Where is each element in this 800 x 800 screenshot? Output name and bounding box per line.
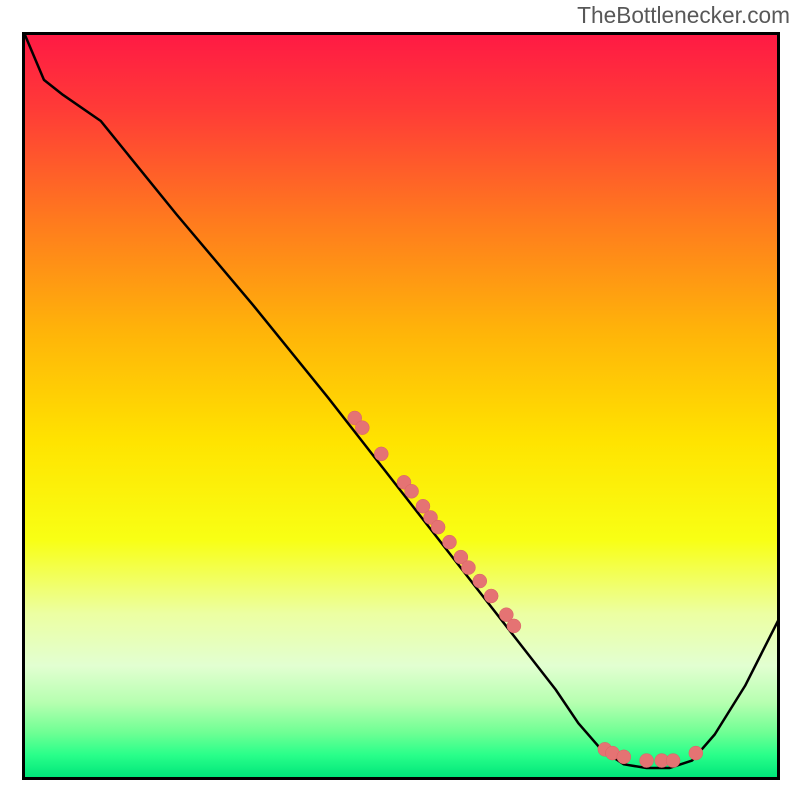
plot-svg <box>25 35 780 780</box>
data-marker <box>442 535 456 549</box>
plot-area <box>22 32 780 780</box>
attribution-label: TheBottlenecker.com <box>577 2 790 29</box>
data-marker <box>617 750 631 764</box>
data-marker <box>374 447 388 461</box>
data-marker <box>355 421 369 435</box>
data-marker <box>666 754 680 768</box>
data-marker <box>431 520 445 534</box>
chart-root: TheBottlenecker.com <box>0 0 800 800</box>
data-marker <box>484 589 498 603</box>
data-marker <box>473 574 487 588</box>
data-marker <box>405 484 419 498</box>
bottleneck-curve <box>25 35 780 768</box>
data-marker <box>640 754 654 768</box>
data-marker <box>507 619 521 633</box>
data-marker <box>689 746 703 760</box>
data-marker <box>461 561 475 575</box>
